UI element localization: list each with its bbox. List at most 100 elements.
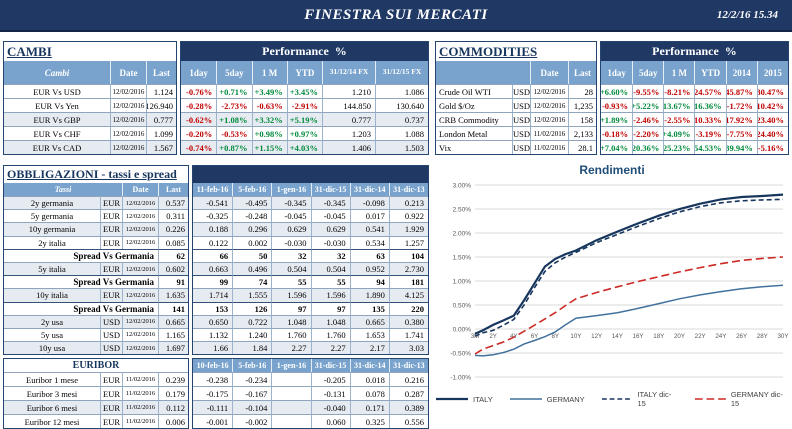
date-cell: 11/02/2016	[122, 386, 158, 401]
fx-cell: 0.777	[322, 112, 375, 126]
cambi-section: CAMBI Cambi Date Last EUR Vs USD 12/02/2…	[3, 41, 429, 155]
value-cell: 1.596	[310, 288, 350, 302]
table-row: Euribor 3 mesi EUR 11/02/2016 - 0.179	[4, 386, 188, 401]
svg-text:24Y: 24Y	[715, 333, 726, 340]
value-cell: 0.188	[193, 222, 233, 235]
table-row: 99 74 55 55 94 181	[193, 275, 428, 289]
col-header-blank	[436, 61, 530, 84]
rate-label: 5y italia	[4, 261, 100, 275]
fx-cell: 0.737	[375, 112, 428, 126]
perf-cell: +3.32%	[251, 112, 287, 126]
page-title: FINESTRA SUI MERCATI	[304, 6, 488, 23]
value-cell: -0.345	[271, 196, 311, 210]
value-cell: 63	[349, 248, 389, 262]
value-cell: -0.104	[232, 400, 272, 415]
col-header-1m: 1 M	[663, 61, 694, 84]
perf-cell: +7.04%	[601, 140, 633, 154]
rendimenti-chart: Rendimenti 3.00% 2.50% 2.00% 1.50% 1.00% 0.50…	[435, 163, 789, 408]
value-cell: 1.048	[310, 314, 350, 328]
col-header-last: Last	[568, 61, 596, 84]
rate-label: Spread Vs Germania	[4, 275, 158, 288]
perf-cell: -24.57%	[694, 84, 726, 98]
perf-cell: -9.55%	[632, 84, 664, 98]
currency-cell: USD	[100, 314, 122, 328]
col-header-ytd: YTD	[694, 61, 725, 84]
perf-cell: +25.23%	[663, 140, 695, 154]
table-row: 5y germania EUR 12/02/2016 - 0.311	[4, 209, 188, 223]
perf-cell: -7.75%	[725, 126, 757, 140]
table-row: -0.20% -0.53% +0.98% +0.97% 1.203 1.088	[181, 126, 428, 140]
value-cell: -0.002	[232, 414, 272, 429]
perf-cell: -0.53%	[216, 126, 252, 140]
col-header-d4: 31-dic-14	[349, 359, 389, 373]
last-cell: - 0.006	[158, 414, 188, 429]
euribor-header-right: 10-feb-16 5-feb-16 1-gen-16 31-dic-15 31…	[193, 359, 428, 373]
perf-cell: -2.46%	[632, 112, 664, 126]
currency-cell: EUR	[100, 222, 122, 236]
date-cell: 12/02/2016	[110, 140, 146, 154]
table-row: 66 50 32 32 63 104	[193, 248, 428, 262]
perf-cell: -5.16%	[756, 140, 788, 154]
value-cell: 0.722	[232, 314, 272, 328]
legend-item: ITALY dic-15	[601, 390, 678, 408]
currency-cell: EUR	[100, 414, 122, 429]
table-row: -0.93% +5.22% +13.67% +16.36% -1.72% -10…	[601, 98, 788, 112]
legend-label: GERMANY	[546, 394, 585, 404]
perf-cell: -45.87%	[725, 84, 757, 98]
rate-label: Spread Vs Germania	[4, 248, 158, 262]
table-row: -0.62% +1.08% +3.32% +5.19% 0.777 0.737	[181, 112, 428, 126]
col-header-d5: 31-dic-13	[388, 359, 428, 373]
value-cell: 2.17	[349, 341, 389, 355]
value-cell: 55	[310, 275, 350, 289]
last-cell: 0.777	[146, 112, 176, 126]
col-header-date: Date	[122, 183, 158, 196]
legend-label: ITALY dic-15	[637, 390, 672, 408]
table-row: London Metal USD 11/02/2016 2,133	[436, 126, 596, 140]
value-cell: 220	[388, 301, 428, 315]
value-cell: -0.234	[232, 372, 272, 387]
euribor-section: EURIBOR Euribor 1 mese EUR 11/02/2016 - …	[3, 358, 429, 429]
commodity-label: Gold $/Oz	[436, 98, 512, 112]
table-row: Gold $/Oz USD 12/02/2016 1,235	[436, 98, 596, 112]
rate-label: 10y italia	[4, 288, 100, 301]
value-cell: 32	[271, 248, 311, 262]
fx-cell: 1.203	[322, 126, 375, 140]
legend-line-swatch	[436, 397, 468, 401]
perf-cell: -3.19%	[694, 126, 726, 140]
commodities-rows-right: +6.60% -9.55% -8.21% -24.57% -45.87% -30…	[601, 84, 788, 154]
fx-cell: 1.210	[322, 84, 375, 98]
svg-text:12Y: 12Y	[591, 333, 602, 340]
date-cell: 12/02/2016	[122, 196, 158, 210]
currency-cell: EUR	[100, 386, 122, 401]
table-row: EUR Vs Yen 12/02/2016 126.940	[4, 98, 176, 112]
value-cell: 55	[271, 275, 311, 289]
value-cell	[271, 400, 311, 415]
table-row: +7.04% +20.36% +25.23% +54.53% +39.94% -…	[601, 140, 788, 154]
value-cell: 0.541	[349, 222, 389, 236]
value-cell: 74	[232, 275, 272, 289]
currency-cell: USD	[512, 126, 530, 140]
svg-text:-1.00%: -1.00%	[450, 375, 471, 382]
value-cell: 1.555	[232, 288, 272, 302]
value-cell: 0.650	[193, 314, 233, 328]
value-cell: 0.018	[349, 372, 389, 387]
value-cell: 0.060	[310, 414, 350, 429]
table-row: Euribor 1 mese EUR 11/02/2016 - 0.239	[4, 372, 188, 387]
svg-text:6Y: 6Y	[531, 333, 539, 340]
col-header-cambi: Cambi	[44, 67, 70, 78]
perf-cell: -10.33%	[694, 112, 726, 126]
rate-label: Euribor 6 mesi	[4, 400, 100, 414]
last-cell: 1.697	[158, 341, 188, 355]
table-row: Euribor 12 mesi EUR 11/02/2016 - 0.006	[4, 414, 188, 429]
table-row: 0.188 0.296 0.629 0.629 0.541 1.929	[193, 222, 428, 236]
cambi-title: CAMBI	[7, 43, 52, 59]
svg-text:2Y: 2Y	[489, 333, 497, 340]
value-cell: 1.653	[349, 327, 389, 342]
svg-text:20Y: 20Y	[674, 333, 685, 340]
value-cell: 1.760	[271, 327, 311, 342]
col-header-d3: 31-dic-15	[310, 183, 350, 196]
table-row: CRB Commodity USD 12/02/2016 158	[436, 112, 596, 126]
table-row: 10y usa USD 12/02/2016 1.697	[4, 341, 188, 355]
euribor-title: EURIBOR	[72, 360, 120, 372]
table-row: EUR Vs CHF 12/02/2016 1.099	[4, 126, 176, 140]
